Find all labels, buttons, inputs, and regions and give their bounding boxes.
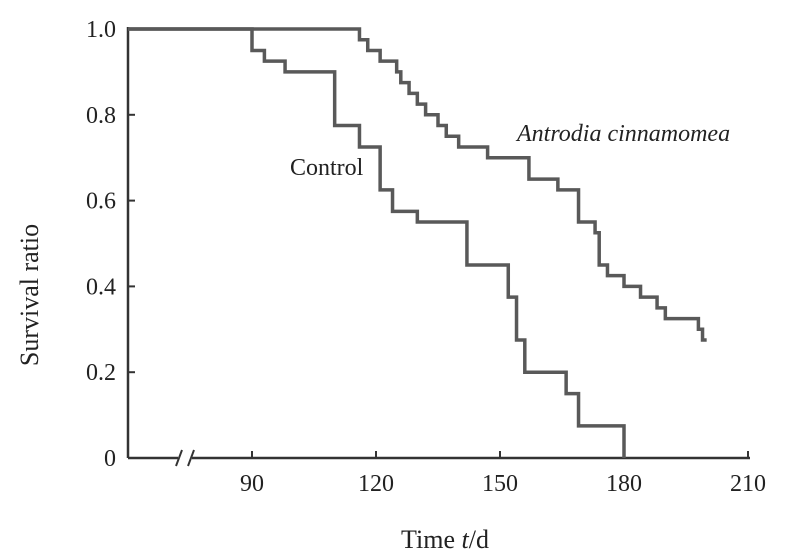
x-axis-break-gap: [178, 452, 192, 464]
x-axis-break-mark: [187, 449, 195, 467]
y-tick-label: 0.8: [86, 103, 116, 129]
x-tick-label: 120: [358, 471, 394, 497]
x-tick-label: 90: [240, 471, 264, 497]
y-tick-label: 0: [104, 446, 116, 472]
x-tick-label: 180: [606, 471, 642, 497]
y-tick-label: 0.2: [86, 360, 116, 386]
x-axis-title: Time t/d: [401, 525, 489, 554]
x-tick-label: 210: [730, 471, 766, 497]
series-label-control: Control: [290, 155, 364, 181]
series-group: [128, 27, 707, 458]
x-axis-break-mark: [175, 449, 183, 467]
x-tick-label: 150: [482, 471, 518, 497]
y-tick-label: 1.0: [86, 17, 116, 43]
series-line-control: [128, 27, 626, 458]
y-ticks: 0 0.2 0.4 0.6 0.8 1.0: [86, 17, 135, 472]
y-tick-label: 0.6: [86, 189, 116, 215]
series-line-antrodia: [128, 27, 707, 342]
y-axis-title: Survival ratio: [15, 224, 44, 366]
series-label-antrodia: Antrodia cinnamomea: [515, 121, 730, 147]
x-axis-title-pre: Time: [401, 525, 461, 554]
y-tick-label: 0.4: [86, 274, 116, 300]
x-axis-title-var: t: [462, 525, 470, 554]
x-ticks: 90 120 150 180 210: [240, 451, 766, 497]
axes: [126, 27, 750, 467]
x-axis-title-post: /d: [469, 525, 489, 554]
